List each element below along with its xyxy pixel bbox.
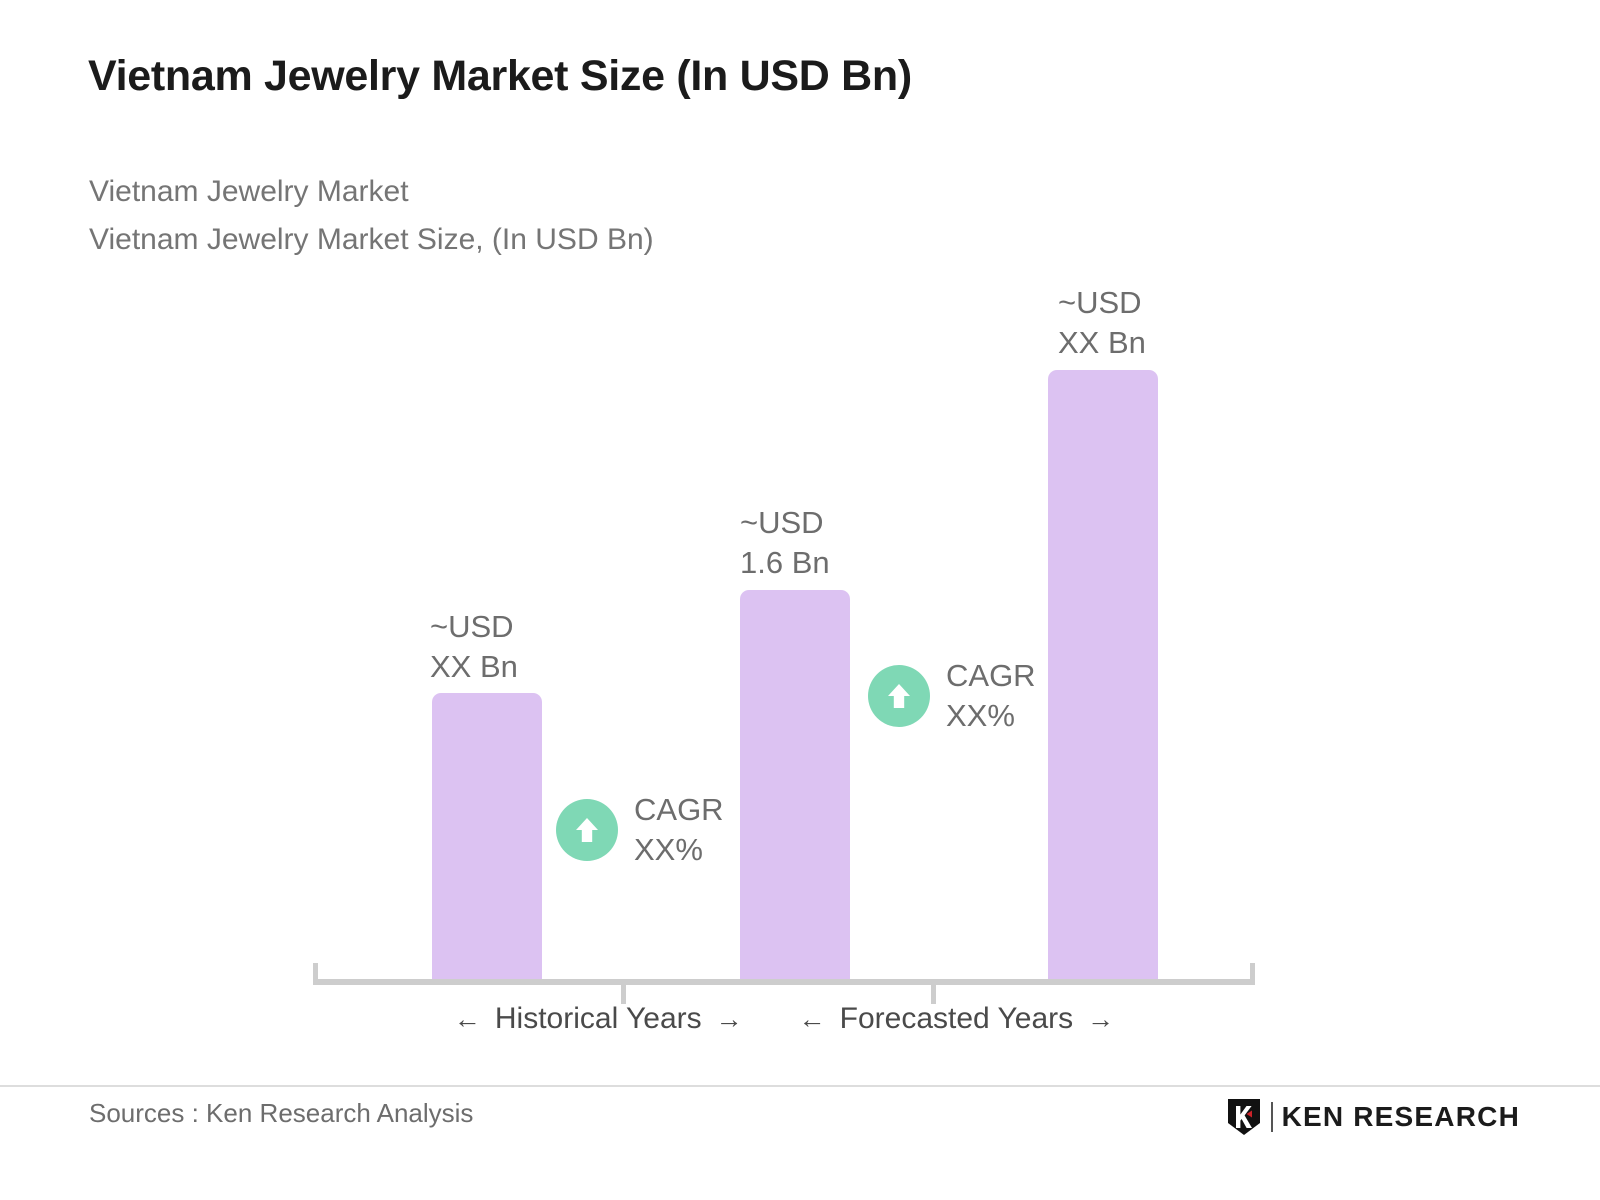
- x-axis-line: [313, 979, 1255, 985]
- cagr-line-1: CAGR: [946, 658, 1036, 693]
- subtitle-line-1: Vietnam Jewelry Market: [89, 175, 409, 208]
- bar-chart-plot-area: ~USD XX Bn ~USD 1.6 Bn ~USD XX Bn CAGR X…: [313, 283, 1255, 1036]
- bar-label-forecasted-year: ~USD XX Bn: [1058, 283, 1146, 363]
- cagr-text-forecasted: CAGR XX%: [946, 656, 1036, 736]
- bar-historical-year[interactable]: [432, 693, 542, 985]
- axis-caption-row: ← Historical Years → ← Forecasted Years …: [313, 1002, 1255, 1036]
- arrow-left-icon: ←: [453, 1003, 481, 1034]
- up-arrow-icon: [868, 665, 930, 727]
- source-note: Sources : Ken Research Analysis: [89, 1098, 474, 1128]
- axis-caption-forecasted: ← Forecasted Years →: [799, 1002, 1114, 1036]
- cagr-text-historical: CAGR XX%: [634, 790, 724, 870]
- cagr-annotation-historical: CAGR XX%: [556, 790, 724, 870]
- bar-forecasted-year[interactable]: [1048, 370, 1158, 985]
- ken-research-shield-icon: [1227, 1099, 1260, 1135]
- subtitle-line-2: Vietnam Jewelry Market Size, (In USD Bn): [89, 223, 654, 256]
- cagr-line-1: CAGR: [634, 792, 724, 827]
- cagr-line-2: XX%: [946, 698, 1015, 733]
- bar-label-line-2: XX Bn: [430, 649, 518, 684]
- footer-divider: [0, 1085, 1600, 1087]
- axis-tick-divider-1: [621, 982, 626, 1004]
- bar-label-line-1: ~USD: [430, 609, 514, 644]
- up-arrow-icon: [556, 799, 618, 861]
- bar-base-year[interactable]: [740, 590, 850, 985]
- bar-label-line-2: XX Bn: [1058, 325, 1146, 360]
- axis-tick-divider-2: [931, 982, 936, 1004]
- brand-wordmark: KEN RESEARCH: [1281, 1101, 1520, 1132]
- bar-label-line-1: ~USD: [740, 505, 824, 540]
- axis-tick-start: [313, 963, 318, 985]
- axis-caption-historical-label: Historical Years: [494, 1002, 702, 1035]
- arrow-right-icon: →: [1087, 1003, 1115, 1034]
- bar-label-base-year: ~USD 1.6 Bn: [740, 503, 830, 583]
- brand-logo: KEN RESEARCH: [1226, 1097, 1520, 1137]
- arrow-left-icon: ←: [798, 1003, 826, 1034]
- logo-divider: [1270, 1102, 1273, 1132]
- subtitle-block: Vietnam Jewelry Market Vietnam Jewelry M…: [89, 168, 654, 264]
- axis-tick-end: [1250, 963, 1255, 985]
- axis-caption-historical: ← Historical Years →: [454, 1002, 743, 1036]
- bar-label-historical-year: ~USD XX Bn: [430, 607, 518, 687]
- cagr-annotation-forecasted: CAGR XX%: [868, 656, 1036, 736]
- bar-label-line-2: 1.6 Bn: [740, 545, 830, 580]
- arrow-right-icon: →: [715, 1003, 743, 1034]
- cagr-line-2: XX%: [634, 832, 703, 867]
- bar-label-line-1: ~USD: [1058, 285, 1142, 320]
- axis-caption-forecasted-label: Forecasted Years: [839, 1002, 1074, 1035]
- page-title: Vietnam Jewelry Market Size (In USD Bn): [88, 52, 912, 100]
